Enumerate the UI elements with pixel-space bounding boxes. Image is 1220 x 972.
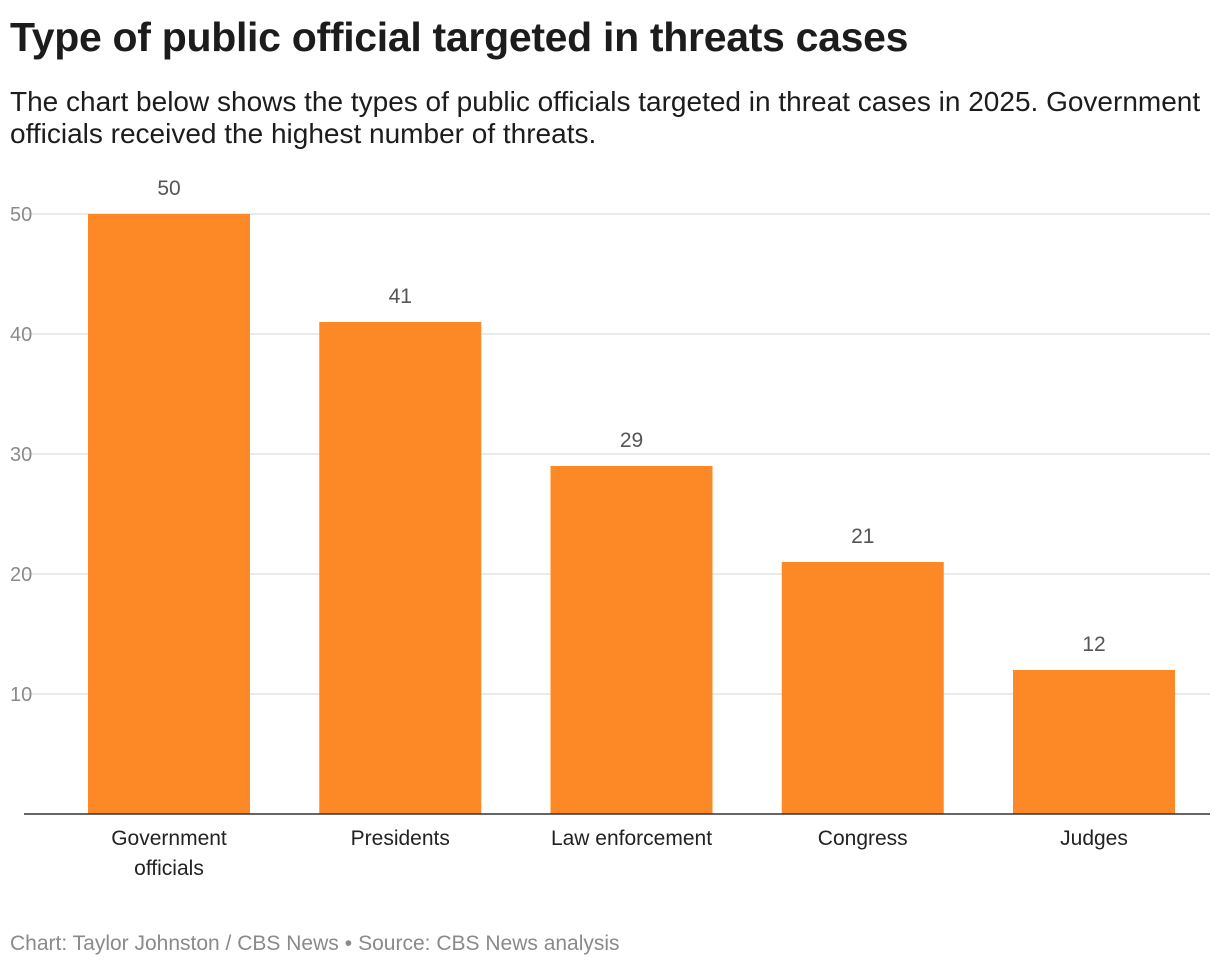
- x-axis-labels: Government officials Presidents Law enforce…: [111, 827, 1128, 880]
- y-tick-label: 50: [10, 204, 32, 226]
- y-tick-label: 40: [10, 324, 32, 346]
- chart-source: Source: CBS News analysis: [358, 932, 620, 955]
- value-label: 50: [157, 177, 180, 200]
- bar-chart: 10 20 30 40 50 50 41 29 21 12 Government official…: [10, 177, 1210, 880]
- value-label: 12: [1082, 633, 1105, 656]
- footer-separator: •: [344, 932, 353, 955]
- y-tick-label: 10: [10, 684, 32, 706]
- bar: [781, 562, 944, 814]
- x-category-label: Presidents: [351, 827, 450, 850]
- bar: [319, 322, 482, 814]
- chart-footer: Chart: Taylor Johnston / CBS News • Source…: [10, 932, 620, 956]
- x-category-label: Government: [111, 827, 227, 850]
- value-label: 29: [620, 429, 643, 452]
- x-category-label: Judges: [1060, 827, 1128, 850]
- chart-subtitle: The chart below shows the types of publi…: [10, 86, 1201, 149]
- chart-credit: Chart: Taylor Johnston / CBS News: [10, 932, 339, 955]
- bar: [1013, 670, 1175, 814]
- chart-title: Type of public official targeted in thre…: [10, 14, 909, 60]
- value-labels: 50 41 29 21 12: [157, 177, 1105, 656]
- bar: [550, 466, 713, 814]
- x-category-label: Law enforcement: [551, 827, 712, 850]
- y-axis-ticks: 10 20 30 40 50: [10, 204, 32, 706]
- value-label: 21: [851, 525, 874, 548]
- bars: [88, 214, 1175, 814]
- x-category-label: officials: [134, 857, 204, 880]
- value-label: 41: [389, 285, 412, 308]
- y-tick-label: 20: [10, 564, 32, 586]
- x-category-label: Congress: [818, 827, 908, 850]
- y-tick-label: 30: [10, 444, 32, 466]
- bar: [88, 214, 250, 814]
